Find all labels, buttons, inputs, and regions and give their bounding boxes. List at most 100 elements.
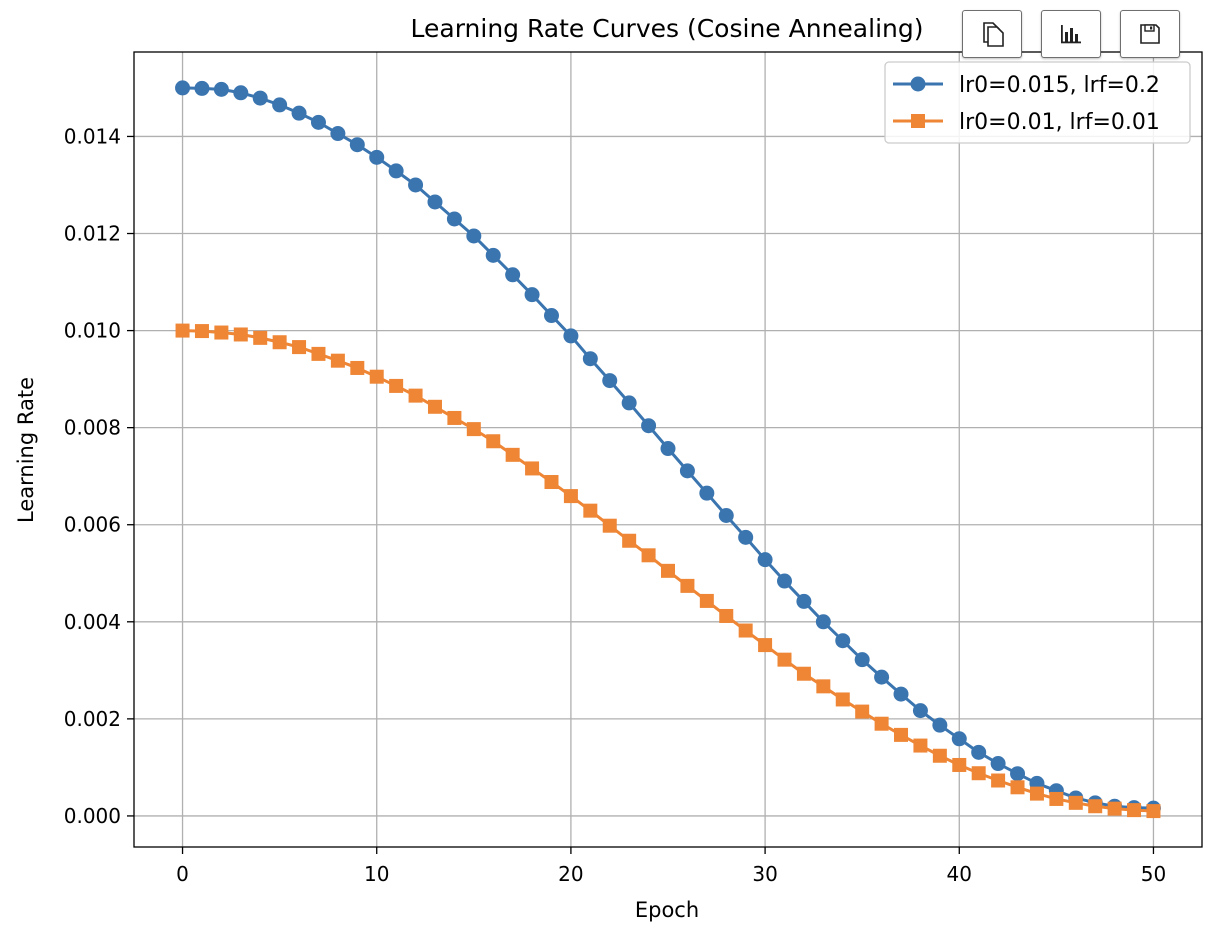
data-point [213, 81, 229, 97]
data-point [446, 211, 462, 227]
data-point [485, 247, 501, 263]
chart-title: Learning Rate Curves (Cosine Annealing) [411, 14, 924, 43]
data-point [524, 287, 540, 303]
data-point [194, 80, 210, 96]
data-point [292, 340, 307, 355]
data-point [1146, 804, 1161, 819]
data-point [1029, 786, 1044, 801]
data-point [466, 228, 482, 244]
y-tick-label: 0.002 [64, 707, 121, 731]
x-axis-label: Epoch [635, 898, 699, 922]
data-point [738, 529, 754, 545]
data-point [932, 717, 948, 733]
y-tick-label: 0.008 [64, 416, 121, 440]
data-point [369, 149, 385, 165]
data-point [990, 756, 1006, 772]
data-point [835, 633, 851, 649]
series-layer [175, 80, 1161, 819]
data-point [486, 434, 501, 449]
data-point [349, 137, 365, 153]
data-point [874, 669, 890, 685]
data-point [835, 692, 850, 707]
data-point [816, 679, 831, 694]
data-point [525, 461, 540, 476]
data-point [991, 773, 1006, 788]
data-point [602, 373, 618, 389]
data-point [854, 652, 870, 668]
data-point [971, 744, 987, 760]
y-tick-label: 0.004 [64, 610, 121, 634]
data-point [175, 323, 190, 338]
data-point [389, 378, 404, 393]
data-point [815, 614, 831, 630]
data-point [194, 324, 209, 339]
bar-chart-icon [1059, 23, 1083, 45]
legend: lr0=0.015, lrf=0.2 lr0=0.01, lrf=0.01 [884, 61, 1191, 144]
data-point [796, 593, 812, 609]
data-point [388, 163, 404, 179]
x-tick-label: 0 [176, 862, 189, 886]
data-point [1049, 791, 1064, 806]
data-point [660, 441, 676, 457]
data-point [233, 85, 249, 101]
data-point [912, 703, 928, 719]
data-point [971, 766, 986, 781]
copy-button[interactable] [962, 10, 1022, 58]
data-point [408, 177, 424, 193]
legend-marker-series-1 [910, 76, 926, 92]
data-point [330, 353, 345, 368]
data-point [719, 608, 734, 623]
data-point [913, 738, 928, 753]
data-point [1107, 801, 1122, 816]
x-tick-label: 10 [364, 862, 389, 886]
data-point [1127, 803, 1142, 818]
data-point [544, 475, 559, 490]
grid [134, 52, 1202, 847]
data-point [1088, 799, 1103, 814]
data-point [757, 552, 773, 568]
data-point [874, 716, 889, 731]
data-point [291, 105, 307, 121]
x-tick-label: 30 [752, 862, 777, 886]
data-point [932, 748, 947, 763]
data-point [214, 325, 229, 340]
data-point [893, 686, 909, 702]
plot-frame [133, 51, 1203, 848]
data-point [855, 704, 870, 719]
data-point [330, 126, 346, 142]
data-point [1068, 795, 1083, 810]
data-point [641, 548, 656, 563]
data-point [272, 97, 288, 113]
data-point [447, 410, 462, 425]
data-point [661, 563, 675, 578]
data-point [505, 267, 521, 283]
data-point [777, 573, 793, 589]
data-point [777, 652, 792, 667]
data-point [466, 422, 481, 437]
data-point [738, 623, 753, 638]
data-point [427, 194, 443, 210]
data-point [1010, 780, 1025, 795]
data-point [641, 418, 657, 434]
x-tick-label: 20 [558, 862, 583, 886]
data-point [718, 508, 734, 524]
data-point [621, 395, 637, 411]
save-button[interactable] [1120, 10, 1180, 58]
chart-data-button[interactable] [1041, 10, 1101, 58]
ticks: 0 10 20 30 40 50 0.000 0.002 0.004 0.006 0.008 0.01… [64, 124, 1166, 886]
x-tick-label: 50 [1141, 862, 1166, 886]
y-tick-label: 0.010 [64, 319, 121, 343]
data-point [543, 308, 559, 324]
data-point [563, 489, 578, 504]
y-tick-label: 0.006 [64, 513, 121, 537]
data-point [272, 335, 287, 350]
data-point [699, 593, 714, 608]
data-point [1010, 766, 1026, 782]
data-point [952, 757, 967, 772]
data-point [583, 503, 598, 518]
data-point [175, 80, 191, 96]
legend-marker-series-2 [911, 114, 925, 128]
data-point [679, 463, 695, 479]
